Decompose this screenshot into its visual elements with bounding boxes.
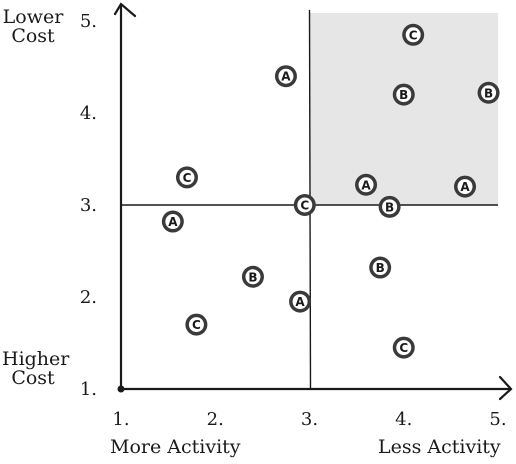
data-point-inner — [481, 85, 497, 101]
y-axis-arrowhead — [113, 2, 137, 18]
data-point-label: C — [183, 171, 192, 185]
x-axis-low-label: More Activity — [110, 436, 241, 458]
data-point-inner — [297, 197, 313, 213]
data-point-label: A — [295, 295, 305, 309]
data-point: C — [402, 23, 425, 46]
data-point-label: A — [361, 178, 371, 192]
data-point: C — [293, 194, 316, 216]
data-point: A — [274, 65, 297, 88]
data-point-label: A — [460, 180, 470, 194]
data-point: A — [161, 210, 184, 233]
data-point-label: B — [399, 88, 408, 102]
data-point-inner — [405, 27, 421, 43]
data-point: C — [185, 313, 208, 336]
data-point-label: A — [281, 70, 291, 84]
y-axis-bottom-label-line2: Cost — [11, 367, 55, 389]
data-point: B — [241, 265, 264, 288]
data-point: B — [392, 83, 415, 106]
data-point-inner — [292, 294, 308, 310]
data-point-label: C — [399, 341, 408, 355]
data-point-inner — [188, 317, 204, 333]
y-tick-label: 1. — [80, 379, 97, 400]
data-point-label: B — [484, 86, 493, 100]
data-point: C — [392, 336, 415, 359]
y-axis-top-label-line1: Lower — [2, 6, 64, 28]
data-point: A — [289, 290, 312, 313]
data-point-inner — [245, 269, 261, 285]
data-point-inner — [165, 214, 181, 230]
x-axis-arrowhead — [498, 375, 513, 401]
y-axis-bottom-label: Higher Cost — [2, 348, 70, 389]
y-tick-label: 2. — [80, 287, 97, 308]
y-axis-top-label-line2: Cost — [11, 25, 55, 47]
data-point-label: C — [300, 199, 309, 213]
x-tick-label: 1. — [112, 409, 129, 430]
y-axis-bottom-label-line1: Higher — [2, 348, 70, 370]
x-tick-label: 3. — [301, 409, 318, 430]
data-point-label: B — [248, 270, 257, 284]
data-point: C — [175, 166, 198, 189]
data-point-inner — [382, 199, 398, 215]
data-point-inner — [179, 169, 195, 185]
data-point-label: B — [376, 261, 385, 275]
x-tick-label: 4. — [395, 409, 412, 430]
data-point-inner — [278, 68, 294, 84]
x-axis-high-label: Less Activity — [378, 436, 501, 458]
x-tick-label: 5. — [489, 409, 506, 430]
data-point: A — [355, 173, 378, 196]
tick-labels: 1. 2. 3. 4. 5. 1. 2. 3. 4. 5. — [80, 11, 507, 430]
data-point-inner — [372, 260, 388, 276]
highlighted-quadrant — [309, 13, 498, 205]
data-point: B — [369, 256, 392, 279]
y-axis-top-label: Lower Cost — [2, 8, 64, 46]
y-tick-label: 5. — [80, 11, 97, 32]
x-tick-label: 2. — [207, 409, 224, 430]
data-point: A — [454, 175, 477, 198]
data-point-label: C — [192, 318, 201, 332]
data-point-label: B — [385, 200, 394, 214]
data-point-inner — [358, 177, 374, 193]
data-point: B — [378, 195, 401, 218]
data-point-inner — [396, 340, 412, 356]
origin-dot — [117, 385, 125, 393]
data-point-label: C — [409, 28, 418, 42]
data-point-inner — [457, 179, 473, 195]
data-point-inner — [396, 87, 412, 103]
data-point-label: A — [168, 215, 178, 229]
y-tick-label: 3. — [80, 195, 97, 216]
data-point: B — [477, 81, 500, 104]
y-tick-label: 4. — [80, 103, 97, 124]
